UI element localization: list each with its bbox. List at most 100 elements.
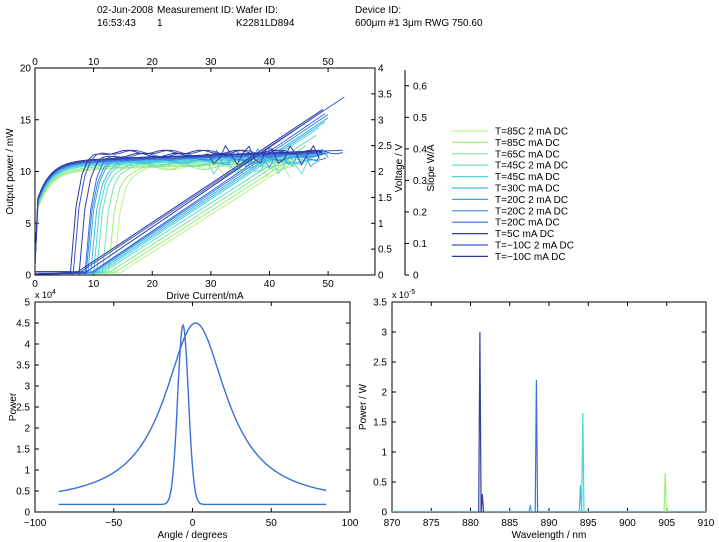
spectrum-peak [581, 412, 585, 513]
y-tick-label: 0 [25, 271, 31, 282]
spectrum-x-tick-label: 890 [541, 518, 558, 529]
x-tick-label: 10 [88, 279, 100, 290]
liv-legend: T=85C 2 mA DCT=85C mA DCT=65C mA DCT=45C… [452, 127, 574, 263]
legend-label: T=45C 2 mA DC [495, 161, 568, 172]
slope-tick-label: 0.3 [413, 176, 427, 187]
spectrum-x-tick-label: 895 [580, 518, 597, 529]
x-tick-label: 40 [264, 279, 276, 290]
legend-label: T=85C mA DC [495, 138, 560, 149]
liv-plot-frame [34, 67, 376, 276]
liv-series-group [35, 96, 345, 275]
spectrum-x-tick-label: 885 [501, 518, 518, 529]
farfield-y-tick-label: 0 [24, 508, 30, 519]
legend-label: T=20C 2 mA DC [495, 206, 568, 217]
spectrum-x-tick-label: 880 [462, 518, 479, 529]
spectrum-y-tick-label: 2.5 [373, 358, 387, 369]
liv-chart [34, 67, 409, 276]
spectrum-peak [663, 472, 667, 513]
y-tick-label: 20 [20, 64, 32, 75]
farfield-chart [34, 301, 351, 513]
slope-curve [35, 154, 314, 274]
voltage-tick-label: 3.5 [378, 89, 392, 100]
spectrum-y-axis-title: Power / W [358, 383, 369, 430]
voltage-tick-label: 3 [378, 115, 384, 126]
farfield-x-axis-title: Angle / degrees [157, 530, 227, 541]
spectrum-chart [391, 301, 707, 513]
slope-tick-label: 0.2 [413, 207, 427, 218]
slope-curve [35, 149, 323, 275]
spectrum-y-tick-label: 3.5 [373, 298, 387, 309]
spectrum-y-tick-label: 0.5 [373, 478, 387, 489]
top-x-tick-label: 30 [205, 57, 217, 68]
farfield-y-tick-label: 2 [24, 424, 30, 435]
x-tick-label: 0 [32, 279, 38, 290]
spectrum-x-tick-label: 910 [698, 518, 715, 529]
spectrum-x-tick-label: 875 [423, 518, 440, 529]
farfield-x-tick-label: −50 [105, 518, 122, 529]
slope-axis-title: Slope W/A [426, 144, 437, 192]
farfield-y-tick-label: 4 [24, 340, 30, 351]
legend-label: T=30C mA DC [495, 184, 560, 195]
device-id-value: 600μm #1 3μm RWG 750.60 [355, 18, 483, 29]
measurement-id-value: 1 [157, 18, 163, 29]
slope-tick-label: 0.4 [413, 144, 427, 155]
farfield-y-tick-label: 3.5 [16, 361, 30, 372]
legend-label: T=65C mA DC [495, 149, 560, 160]
top-x-tick-label: 20 [147, 57, 159, 68]
spectrum-peak [528, 504, 532, 513]
top-x-tick-label: 0 [32, 57, 38, 68]
farfield-y-tick-label: 3 [24, 382, 30, 393]
voltage-tick-label: 0 [378, 271, 384, 282]
spectrum-y-tick-label: 3 [381, 328, 387, 339]
y-tick-label: 10 [20, 167, 32, 178]
top-x-tick-label: 50 [323, 57, 335, 68]
farfield-y-tick-label: 5 [24, 298, 30, 309]
measurement-id-label: Measurement ID: [157, 5, 234, 16]
voltage-tick-label: 1.5 [378, 193, 392, 204]
farfield-x-tick-label: 50 [266, 518, 278, 529]
voltage-curve [35, 152, 326, 265]
slope-tick-label: 0.1 [413, 239, 427, 250]
farfield-y-tick-label: 0.5 [16, 487, 30, 498]
voltage-tick-label: 1 [378, 219, 384, 230]
y-tick-label: 15 [20, 115, 32, 126]
voltage-curve [35, 153, 326, 265]
farfield-narrow-curve [58, 323, 327, 506]
liv-x-axis-title: Drive Current/mA [166, 291, 244, 302]
voltage-tick-label: 2.5 [378, 141, 392, 152]
slope-curve [35, 144, 320, 275]
liv-y-axis-title: Output power / mW [5, 128, 16, 215]
legend-label: T=−10C mA DC [495, 252, 566, 263]
legend-label: T=−10C 2 mA DC [495, 241, 574, 252]
slope-curve [35, 159, 320, 274]
slope-tick-label: 0 [413, 271, 419, 282]
legend-label: T=85C 2 mA DC [495, 127, 568, 138]
device-id-label: Device ID: [355, 5, 402, 16]
farfield-x-tick-label: 0 [190, 518, 196, 529]
slope-tick-label: 0.5 [413, 113, 427, 124]
wafer-id-label: Wafer ID: [236, 5, 278, 16]
farfield-plot-frame [34, 301, 351, 513]
legend-label: T=20C mA DC [495, 218, 560, 229]
spectrum-peak [534, 379, 539, 513]
top-x-tick-label: 40 [264, 57, 276, 68]
voltage-curve [35, 150, 323, 265]
spectrum-y-tick-label: 1 [381, 448, 387, 459]
spectrum-plot-frame [391, 301, 707, 513]
farfield-y-tick-label: 1 [24, 466, 30, 477]
voltage-curve [35, 161, 293, 265]
power-curve [35, 108, 324, 275]
header-date: 02-Jun-2008 [97, 5, 154, 16]
farfield-exponent: x 104 [35, 289, 56, 300]
legend-label: T=45C mA DC [495, 172, 560, 183]
voltage-axis-title: Voltage / V [394, 143, 405, 192]
spectrum-y-tick-label: 2 [381, 388, 387, 399]
spectrum-y-tick-label: 0 [381, 508, 387, 519]
spectrum-peak [478, 331, 482, 513]
spectrum-x-tick-label: 905 [658, 518, 675, 529]
top-x-tick-label: 10 [88, 57, 100, 68]
x-tick-label: 30 [205, 279, 217, 290]
y-tick-label: 5 [25, 219, 31, 230]
x-tick-label: 20 [147, 279, 159, 290]
